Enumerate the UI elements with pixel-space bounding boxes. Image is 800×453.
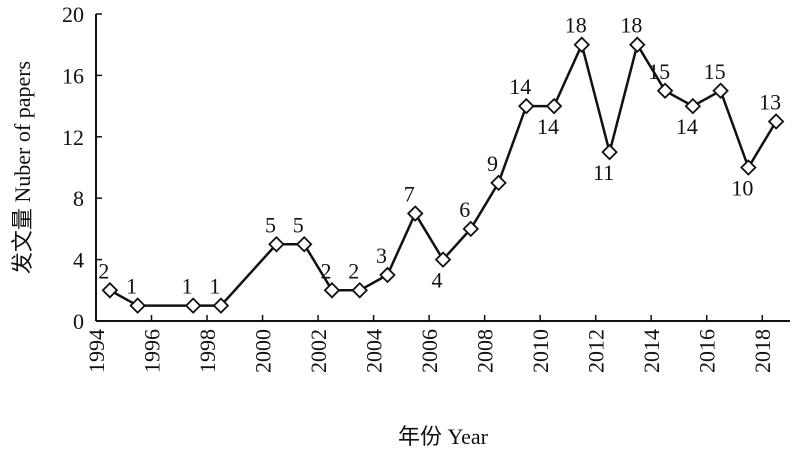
data-label: 10 bbox=[731, 176, 753, 201]
x-tick-label: 1998 bbox=[195, 329, 220, 373]
data-point bbox=[656, 82, 674, 100]
data-point bbox=[406, 205, 424, 222]
data-label: 18 bbox=[565, 13, 587, 38]
x-tick-label: 2010 bbox=[528, 329, 553, 373]
data-point bbox=[434, 251, 452, 268]
y-tick-label: 16 bbox=[62, 63, 84, 88]
x-tick-label: 2014 bbox=[639, 329, 664, 373]
data-point bbox=[490, 174, 507, 192]
data-point bbox=[101, 282, 119, 299]
y-tick-label: 0 bbox=[73, 309, 84, 334]
data-point bbox=[184, 297, 202, 314]
x-axis-title: 年份 Year bbox=[398, 424, 489, 449]
data-label: 6 bbox=[459, 197, 470, 222]
markers bbox=[101, 36, 785, 314]
data-label: 14 bbox=[676, 114, 698, 139]
data-point bbox=[684, 97, 702, 115]
data-label: 15 bbox=[648, 59, 670, 84]
data-label: 1 bbox=[209, 274, 220, 299]
data-label: 13 bbox=[759, 89, 781, 114]
data-label: 2 bbox=[98, 258, 109, 283]
data-label: 15 bbox=[704, 59, 726, 84]
data-point bbox=[268, 235, 285, 253]
data-label: 5 bbox=[293, 212, 304, 237]
x-tick-label: 2000 bbox=[251, 329, 276, 373]
x-tick-label: 2002 bbox=[306, 329, 331, 373]
x-ticks: 1994 1996 1998 2000 2002 2004 2006 2008 2010 2012… bbox=[84, 315, 775, 373]
data-label: 2 bbox=[320, 258, 331, 283]
data-label: 1 bbox=[182, 274, 193, 299]
data-point bbox=[351, 282, 368, 299]
data-label: 14 bbox=[509, 74, 531, 99]
data-label: 14 bbox=[537, 114, 559, 139]
data-point bbox=[740, 159, 757, 176]
data-point bbox=[212, 297, 230, 314]
data-label: 2 bbox=[348, 258, 359, 283]
data-point bbox=[462, 220, 480, 238]
data-label: 7 bbox=[404, 182, 415, 207]
y-tick-label: 12 bbox=[62, 125, 84, 150]
data-point bbox=[129, 297, 146, 314]
y-axis-title: 发文量 Nuber of papers bbox=[10, 61, 35, 274]
data-label: 18 bbox=[620, 13, 642, 38]
axes bbox=[95, 14, 790, 322]
data-label: 4 bbox=[432, 268, 443, 293]
data-label: 1 bbox=[126, 274, 137, 299]
y-tick-label: 4 bbox=[73, 248, 84, 273]
data-label: 11 bbox=[593, 160, 614, 185]
data-point bbox=[379, 266, 396, 284]
data-point bbox=[767, 113, 785, 130]
data-label: 3 bbox=[376, 243, 387, 268]
y-tick-label: 8 bbox=[73, 186, 84, 211]
y-tick-label: 20 bbox=[62, 2, 84, 27]
x-tick-label: 2018 bbox=[750, 329, 775, 373]
x-tick-label: 1996 bbox=[140, 329, 165, 373]
data-point bbox=[629, 36, 646, 53]
data-point bbox=[712, 82, 729, 100]
x-tick-label: 2016 bbox=[695, 329, 720, 373]
data-point bbox=[601, 143, 618, 161]
x-tick-label: 2006 bbox=[417, 329, 442, 373]
x-tick-label: 1994 bbox=[84, 329, 109, 373]
data-point bbox=[573, 36, 591, 53]
x-tick-label: 2012 bbox=[584, 329, 609, 373]
x-tick-label: 2008 bbox=[473, 329, 498, 373]
data-label: 9 bbox=[487, 151, 498, 176]
y-ticks: 0 4 8 12 16 20 bbox=[62, 2, 102, 334]
data-point bbox=[323, 282, 341, 299]
data-point bbox=[295, 235, 313, 253]
data-point bbox=[518, 97, 535, 115]
data-label: 5 bbox=[265, 212, 276, 237]
data-point bbox=[545, 97, 563, 115]
x-tick-label: 2004 bbox=[362, 329, 387, 373]
